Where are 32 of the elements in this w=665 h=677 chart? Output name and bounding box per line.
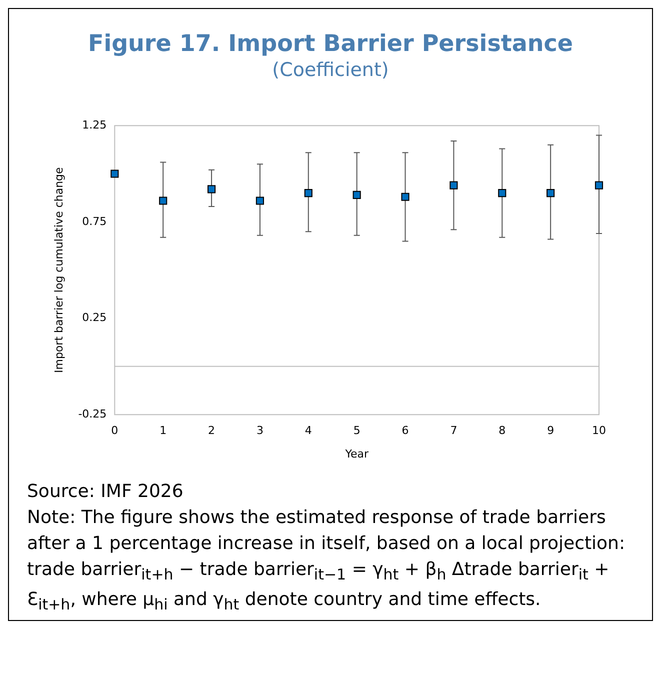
point	[110, 170, 119, 178]
point	[256, 196, 264, 205]
x-tick-label: 3	[256, 424, 264, 438]
x-tick-label: 4	[304, 424, 312, 438]
x-tick-label: 8	[498, 424, 506, 438]
y-tick-label: 0.75	[82, 214, 107, 228]
point	[594, 181, 604, 190]
x-tick-label: 0	[111, 424, 118, 438]
point	[207, 185, 216, 194]
point	[546, 189, 555, 198]
point	[498, 189, 506, 198]
x-tick-label: 6	[402, 424, 409, 438]
x-tick-label: 9	[547, 424, 554, 438]
text: Note: The figure shows the estimated response of trade barriers after a 1 percentage increase in itself, based on a local projection: trade barrier$_{it+h}$ − trade barrier$_{it−1}$ = γ$_{ht}$ + β$_{h}$ Δtrade barrier$_{it}$ + Ɛ$_{it+h}$, where μ$_{hi}$ and γ$_{ht}$ denote country and time effects.	[27, 507, 626, 614]
x-tick-label: 7	[450, 424, 458, 438]
x-tick-label: 1	[160, 424, 167, 438]
y-tick-label: 1.25	[82, 118, 107, 132]
source-note: Source: IMF 2026	[27, 480, 184, 504]
chart-subtitle: (Coefficient)	[271, 59, 390, 81]
point	[450, 181, 458, 190]
x-axis-title: Year	[344, 447, 369, 460]
point	[304, 189, 312, 198]
chart-title: Figure 17. Import Barrier Persistance	[86, 31, 574, 57]
x-tick-label: 2	[208, 424, 216, 438]
x-tick-label: 10	[592, 424, 606, 438]
y-tick-label: -0.25	[78, 407, 107, 420]
point	[401, 192, 410, 201]
y-tick-label: 0.25	[82, 311, 107, 324]
y-axis-title: Import barrier log cumulative change	[52, 166, 66, 374]
point	[352, 190, 361, 199]
point	[159, 196, 168, 205]
x-tick-label: 5	[353, 424, 360, 438]
